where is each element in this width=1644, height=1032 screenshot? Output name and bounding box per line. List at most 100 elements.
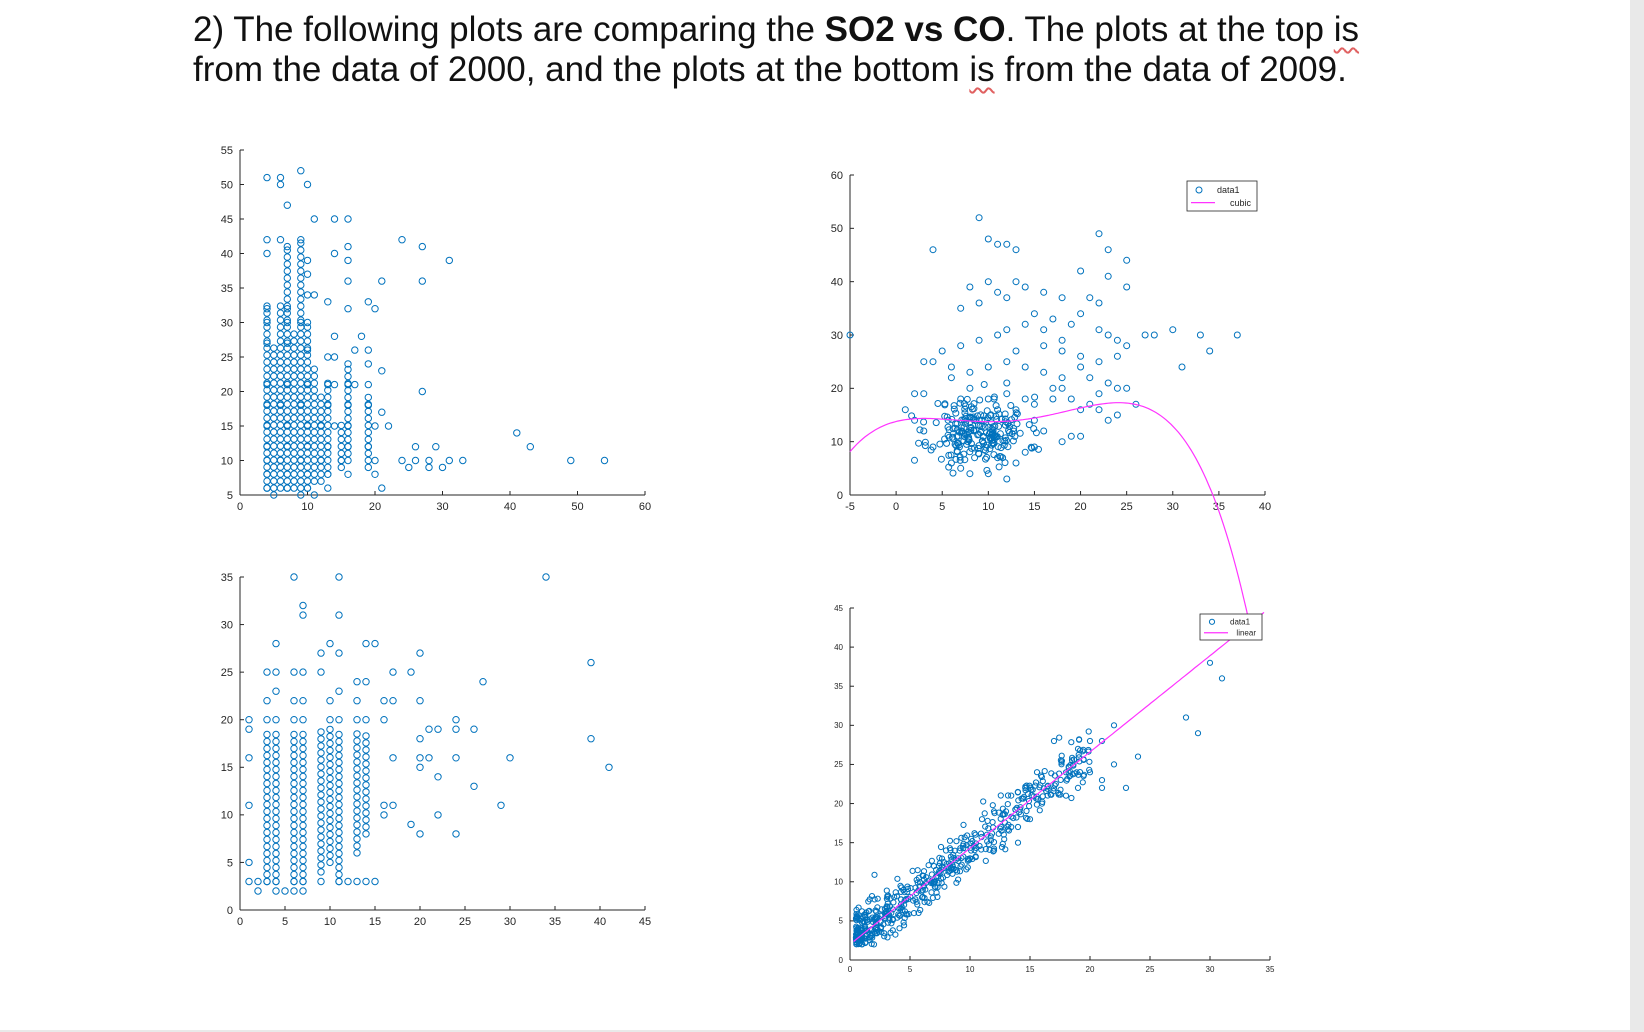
data-point (418, 242, 427, 251)
data-point (272, 793, 280, 802)
data-point (887, 929, 894, 936)
data-point (324, 421, 332, 429)
data-point (938, 863, 945, 870)
data-point (884, 919, 892, 926)
data-point (862, 912, 869, 919)
data-point (310, 477, 319, 485)
data-point (975, 299, 983, 307)
data-point (1123, 384, 1131, 392)
data-point (416, 830, 424, 838)
data-point (1141, 331, 1149, 339)
data-point (270, 386, 278, 394)
data-point (276, 316, 285, 324)
data-point (920, 358, 928, 366)
data-point (513, 429, 521, 437)
data-point (272, 751, 280, 760)
y-tick-label: 45 (834, 604, 843, 613)
data-point (270, 358, 278, 366)
data-point (1067, 320, 1075, 328)
data-point (283, 281, 292, 289)
data-point (364, 421, 373, 430)
data-point (362, 739, 370, 747)
data-point (290, 421, 298, 429)
data-point (272, 639, 280, 648)
data-point (983, 466, 991, 474)
data-point (324, 449, 332, 457)
data-point (263, 807, 271, 816)
data-point (1070, 756, 1078, 763)
data-point (362, 760, 370, 768)
data-point (984, 470, 992, 478)
data-point (1058, 384, 1066, 392)
data-point (290, 730, 298, 739)
data-point (1012, 246, 1020, 254)
data-point (1000, 441, 1008, 449)
data-point (992, 402, 1000, 410)
data-point (326, 844, 334, 853)
data-point (335, 807, 343, 816)
data-point (907, 885, 914, 892)
data-point (438, 463, 447, 472)
data-point (877, 912, 884, 919)
data-point (290, 358, 298, 366)
data-point (263, 765, 271, 774)
data-point (895, 911, 902, 918)
data-point (587, 735, 595, 743)
data-point (270, 414, 278, 422)
data-point (270, 400, 278, 408)
data-point (945, 433, 953, 441)
data-point (1040, 342, 1048, 350)
data-point (995, 422, 1003, 430)
y-tick-label: 25 (221, 352, 233, 364)
data-point (290, 668, 298, 676)
data-point (1003, 475, 1011, 483)
data-point (299, 828, 307, 837)
data-point (310, 365, 319, 373)
data-point (299, 821, 307, 830)
y-tick-label: 0 (227, 905, 233, 917)
cubic-fit-line (849, 402, 1252, 632)
data-point (317, 442, 325, 450)
data-point (283, 246, 292, 254)
data-point (276, 173, 285, 182)
data-point (310, 435, 319, 443)
data-point (1098, 784, 1106, 791)
data-point (939, 874, 947, 881)
data-point (1095, 390, 1103, 398)
data-point (326, 725, 334, 734)
data-point (968, 444, 976, 452)
data-point (353, 751, 361, 759)
data-point (1017, 804, 1024, 811)
data-point (961, 415, 969, 423)
data-point (353, 697, 361, 705)
data-point (263, 856, 271, 865)
data-point (865, 898, 872, 905)
data-point (299, 772, 307, 781)
data-point (1003, 294, 1011, 302)
data-point (993, 416, 1001, 423)
data-point (868, 940, 875, 947)
data-point (263, 339, 271, 347)
y-tick-label: 50 (831, 223, 843, 235)
data-point (272, 887, 280, 895)
data-point (913, 876, 920, 883)
data-point (335, 821, 343, 830)
data-point (987, 833, 994, 840)
data-point (952, 409, 960, 417)
data-point (846, 331, 854, 339)
data-point (1041, 768, 1048, 775)
data-point (950, 402, 958, 410)
data-point (324, 414, 332, 422)
data-point (470, 782, 478, 791)
data-point (1080, 746, 1087, 753)
data-point (1056, 734, 1063, 741)
x-tick-label: 0 (237, 501, 243, 513)
data-point (1003, 240, 1011, 248)
data-point (856, 928, 863, 935)
data-point (290, 814, 298, 823)
data-point (371, 422, 379, 430)
data-point (994, 406, 1002, 414)
y-tick-label: 50 (221, 179, 233, 191)
data-point (1098, 737, 1106, 745)
data-point (982, 455, 989, 463)
